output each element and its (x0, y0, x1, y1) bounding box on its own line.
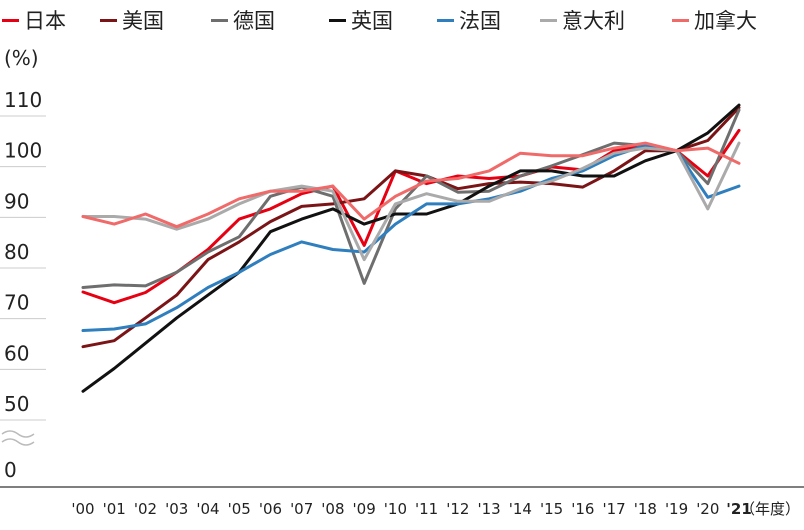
x-tick-label: '11 (415, 500, 438, 518)
y-tick-label: 70 (4, 291, 29, 315)
legend-item-italy: 意大利 (540, 4, 625, 36)
series-lines (81, 103, 741, 393)
x-tick-label: '18 (634, 500, 657, 518)
legend-item-usa: 美国 (100, 4, 164, 36)
x-tick-label: '10 (384, 500, 407, 518)
legend-swatch (2, 18, 19, 22)
legend-swatch (540, 18, 557, 22)
y-tick-label: 110 (4, 88, 42, 112)
x-tick-label: '07 (290, 500, 313, 518)
x-tick-label: '02 (134, 500, 157, 518)
x-tick-label: '15 (540, 500, 563, 518)
x-tick-label: '14 (509, 500, 532, 518)
legend-label: 加拿大 (694, 9, 757, 33)
x-tick-label: '16 (571, 500, 594, 518)
x-tick-label: '04 (196, 500, 219, 518)
series-line-1 (81, 106, 741, 349)
axis-break (1, 430, 35, 446)
x-tick-label: '08 (321, 500, 344, 518)
legend-item-canada: 加拿大 (672, 4, 757, 36)
legend-swatch (329, 18, 346, 22)
series-line-0 (81, 128, 741, 305)
y-tick-label: 50 (4, 392, 29, 416)
x-axis-ticks: '00 '01 '02 '03 '04 '05 '06 '07 '08 '09 '10 '11 '12 '… (71, 500, 751, 518)
legend-label: 法国 (459, 9, 501, 33)
y-tick-label: 90 (4, 189, 29, 213)
legend-label: 美国 (122, 9, 164, 33)
axis-break-mark (1, 430, 35, 438)
legend-label: 德国 (233, 9, 275, 33)
legend-item-japan: 日本 (2, 4, 66, 36)
legend-label: 日本 (24, 9, 66, 33)
legend-label: 英国 (351, 9, 393, 33)
x-tick-label: '01 (103, 500, 126, 518)
y-tick-label: 100 (4, 139, 42, 163)
legend-swatch (437, 18, 454, 22)
legend-item-uk: 英国 (329, 4, 393, 36)
legend-item-france: 法国 (437, 4, 501, 36)
gridlines (0, 115, 46, 421)
x-tick-label: '09 (353, 500, 376, 518)
x-tick-label: '17 (602, 500, 625, 518)
x-tick-label: '19 (665, 500, 688, 518)
x-tick-label: '06 (259, 500, 282, 518)
series-line-6 (81, 141, 741, 229)
x-tick-label: '05 (228, 500, 251, 518)
legend-swatch (672, 18, 689, 22)
y-axis-ticks: 110 100 90 80 70 60 50 0 (4, 88, 42, 482)
x-tick-label: '03 (165, 500, 188, 518)
legend-label: 意大利 (562, 9, 625, 33)
y-tick-label: 80 (4, 240, 29, 264)
x-tick-label: '21 (726, 500, 751, 518)
legend-swatch (211, 18, 228, 22)
y-tick-label: 0 (4, 458, 17, 482)
x-axis-unit: （年度） (740, 500, 800, 518)
chart-legend: 日本 美国 德国 英国 法国 意大利 加拿大 (0, 4, 804, 36)
legend-swatch (100, 18, 117, 22)
x-tick-label: '00 (71, 500, 94, 518)
y-axis-unit: (%) (4, 46, 39, 70)
x-tick-label: '13 (478, 500, 501, 518)
y-tick-label: 60 (4, 341, 29, 365)
x-tick-label: '20 (696, 500, 719, 518)
legend-item-germany: 德国 (211, 4, 275, 36)
axis-break-mark (1, 438, 35, 446)
x-tick-label: '12 (446, 500, 469, 518)
series-line-5 (81, 141, 741, 262)
